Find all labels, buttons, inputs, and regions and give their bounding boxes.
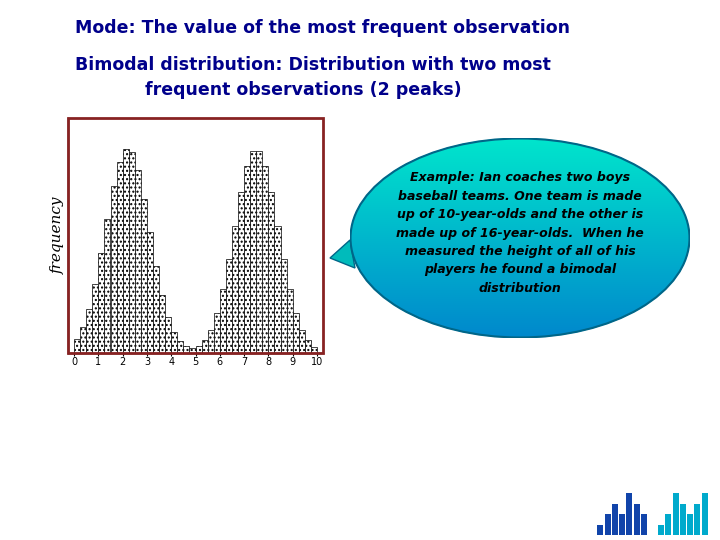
Bar bbox=[129, 152, 135, 353]
Bar bbox=[92, 284, 99, 353]
Bar bbox=[238, 192, 244, 353]
Bar bbox=[695, 504, 701, 535]
Bar bbox=[598, 524, 603, 535]
Bar bbox=[232, 226, 238, 353]
Bar bbox=[299, 330, 305, 353]
Bar bbox=[292, 313, 299, 353]
Bar bbox=[281, 259, 287, 353]
Bar bbox=[226, 259, 232, 353]
Bar bbox=[207, 329, 214, 353]
Bar bbox=[147, 233, 153, 353]
Bar bbox=[214, 313, 220, 353]
Bar bbox=[658, 524, 664, 535]
Bar bbox=[702, 494, 708, 535]
Bar bbox=[687, 514, 693, 535]
Bar bbox=[177, 341, 184, 353]
Bar bbox=[159, 295, 165, 353]
Bar bbox=[80, 327, 86, 353]
Polygon shape bbox=[330, 240, 355, 268]
Bar bbox=[311, 347, 317, 353]
Bar bbox=[665, 514, 671, 535]
Bar bbox=[110, 186, 117, 353]
Bar bbox=[99, 253, 104, 353]
Bar bbox=[641, 514, 647, 535]
Bar bbox=[305, 340, 311, 353]
Bar bbox=[269, 192, 274, 353]
Bar bbox=[680, 504, 686, 535]
Bar bbox=[287, 289, 292, 353]
Bar bbox=[135, 170, 141, 353]
Bar bbox=[220, 289, 226, 353]
Bar bbox=[619, 514, 625, 535]
Bar bbox=[634, 504, 639, 535]
Bar bbox=[605, 514, 611, 535]
Bar bbox=[165, 317, 171, 353]
Bar bbox=[74, 339, 80, 353]
Y-axis label: frequency: frequency bbox=[51, 197, 66, 274]
Bar bbox=[171, 332, 177, 353]
Bar bbox=[262, 166, 269, 353]
Bar bbox=[86, 309, 92, 353]
Bar bbox=[612, 504, 618, 535]
Text: Mode: The value of the most frequent observation: Mode: The value of the most frequent obs… bbox=[75, 19, 570, 37]
Bar bbox=[626, 494, 632, 535]
Bar bbox=[122, 150, 129, 353]
Bar bbox=[250, 151, 256, 353]
Bar bbox=[256, 151, 262, 353]
Bar bbox=[104, 219, 110, 353]
Bar bbox=[189, 348, 196, 353]
Bar bbox=[274, 226, 281, 353]
Text: frequent observations (2 peaks): frequent observations (2 peaks) bbox=[145, 81, 462, 99]
Bar bbox=[117, 161, 122, 353]
Bar bbox=[153, 266, 159, 353]
Text: Example: Ian coaches two boys
baseball teams. One team is made
up of 10-year-old: Example: Ian coaches two boys baseball t… bbox=[396, 171, 644, 295]
Bar bbox=[196, 346, 202, 353]
Bar bbox=[141, 199, 147, 353]
Text: Bimodal distribution: Distribution with two most: Bimodal distribution: Distribution with … bbox=[75, 56, 551, 74]
Bar bbox=[672, 494, 679, 535]
Bar bbox=[244, 166, 250, 353]
Bar bbox=[184, 346, 189, 353]
Bar bbox=[202, 340, 207, 353]
